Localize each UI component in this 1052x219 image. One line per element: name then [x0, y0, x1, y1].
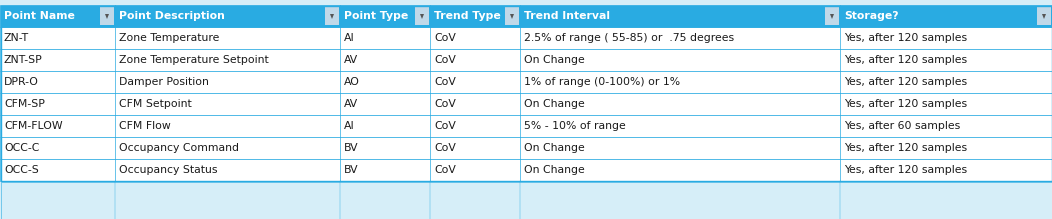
Polygon shape [510, 14, 514, 19]
Text: DPR-O: DPR-O [4, 77, 39, 87]
Text: Storage?: Storage? [844, 11, 898, 21]
Text: OCC-S: OCC-S [4, 165, 39, 175]
Text: CoV: CoV [434, 121, 456, 131]
Text: AO: AO [344, 77, 360, 87]
Polygon shape [105, 14, 109, 19]
Bar [100, 7, 114, 25]
Polygon shape [1041, 14, 1046, 19]
Text: CFM Flow: CFM Flow [119, 121, 170, 131]
Text: CoV: CoV [434, 165, 456, 175]
Text: ZNT-SP: ZNT-SP [4, 55, 43, 65]
Text: Yes, after 120 samples: Yes, after 120 samples [844, 33, 967, 43]
Text: Point Name: Point Name [4, 11, 75, 21]
Text: Trend Type: Trend Type [434, 11, 501, 21]
Text: CoV: CoV [434, 143, 456, 153]
Text: BV: BV [344, 143, 359, 153]
Text: ZN-T: ZN-T [4, 33, 29, 43]
Text: AV: AV [344, 99, 359, 109]
Text: BV: BV [344, 165, 359, 175]
Bar [505, 7, 519, 25]
Text: CoV: CoV [434, 55, 456, 65]
Text: Yes, after 120 samples: Yes, after 120 samples [844, 77, 967, 87]
Text: CFM-FLOW: CFM-FLOW [4, 121, 63, 131]
Text: Point Type: Point Type [344, 11, 408, 21]
Bar [0, 5, 1052, 181]
Bar [0, 115, 1052, 137]
Text: Trend Interval: Trend Interval [524, 11, 610, 21]
Text: On Change: On Change [524, 143, 585, 153]
Text: CFM Setpoint: CFM Setpoint [119, 99, 191, 109]
Bar [325, 7, 339, 25]
Text: CoV: CoV [434, 99, 456, 109]
Bar [0, 49, 1052, 71]
Text: 1% of range (0-100%) or 1%: 1% of range (0-100%) or 1% [524, 77, 681, 87]
Bar [0, 137, 1052, 159]
Bar [825, 7, 839, 25]
Text: Yes, after 120 samples: Yes, after 120 samples [844, 55, 967, 65]
Bar [0, 182, 1052, 219]
Text: Occupancy Command: Occupancy Command [119, 143, 239, 153]
Text: Point Description: Point Description [119, 11, 225, 21]
Text: 5% - 10% of range: 5% - 10% of range [524, 121, 626, 131]
Text: Yes, after 120 samples: Yes, after 120 samples [844, 99, 967, 109]
Text: Occupancy Status: Occupancy Status [119, 165, 218, 175]
Bar [0, 181, 1052, 219]
Text: Zone Temperature Setpoint: Zone Temperature Setpoint [119, 55, 268, 65]
Bar [0, 159, 1052, 181]
Text: CoV: CoV [434, 33, 456, 43]
Bar [414, 7, 429, 25]
Bar [0, 5, 1052, 27]
Text: On Change: On Change [524, 165, 585, 175]
Bar [0, 5, 1052, 181]
Bar [0, 27, 1052, 49]
Polygon shape [330, 14, 333, 19]
Text: On Change: On Change [524, 99, 585, 109]
Text: Zone Temperature: Zone Temperature [119, 33, 220, 43]
Text: CFM-SP: CFM-SP [4, 99, 45, 109]
Polygon shape [420, 14, 424, 19]
Polygon shape [830, 14, 834, 19]
Text: Yes, after 120 samples: Yes, after 120 samples [844, 165, 967, 175]
Bar [0, 71, 1052, 93]
Text: CoV: CoV [434, 77, 456, 87]
Text: 2.5% of range ( 55-85) or  .75 degrees: 2.5% of range ( 55-85) or .75 degrees [524, 33, 734, 43]
Text: AI: AI [344, 33, 355, 43]
Text: Yes, after 60 samples: Yes, after 60 samples [844, 121, 960, 131]
Text: Yes, after 120 samples: Yes, after 120 samples [844, 143, 967, 153]
Bar [1037, 7, 1051, 25]
Text: Damper Position: Damper Position [119, 77, 209, 87]
Text: On Change: On Change [524, 55, 585, 65]
Bar [0, 93, 1052, 115]
Text: AI: AI [344, 121, 355, 131]
Text: AV: AV [344, 55, 359, 65]
Text: OCC-C: OCC-C [4, 143, 39, 153]
